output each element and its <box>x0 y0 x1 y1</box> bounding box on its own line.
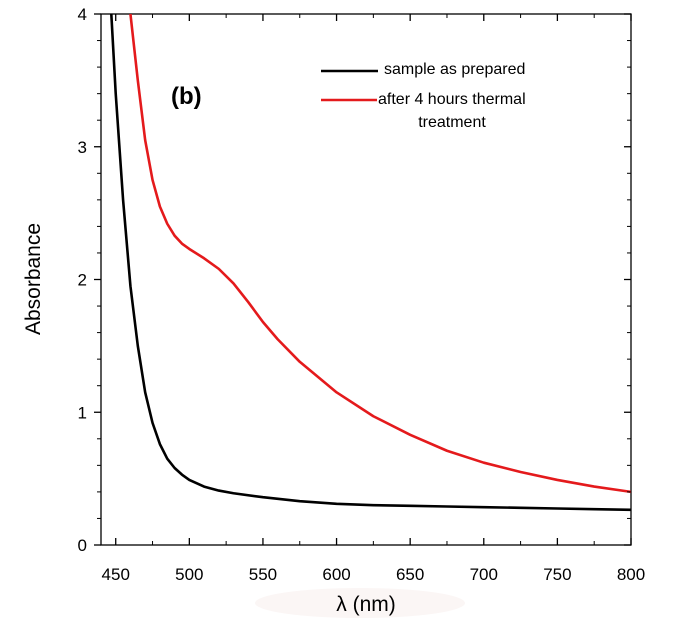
panel-label: (b) <box>171 83 202 110</box>
x-tick-label-500: 500 <box>175 565 203 584</box>
x-tick-label-650: 650 <box>396 565 424 584</box>
y-tick-label-2: 2 <box>78 271 87 290</box>
x-tick-label-600: 600 <box>322 565 350 584</box>
y-axis-title: Absorbance <box>22 223 45 335</box>
series-line-sample-as-prepared <box>110 14 631 512</box>
y-tick-label-4: 4 <box>78 5 87 24</box>
x-tick-label-800: 800 <box>617 565 645 584</box>
x-tick-label-700: 700 <box>470 565 498 584</box>
legend-label-sample-as-prepared: sample as prepared <box>384 61 525 78</box>
watermark-smudge <box>255 588 465 618</box>
x-tick-label-750: 750 <box>543 565 571 584</box>
x-axis-title: λ (nm) <box>336 593 396 616</box>
x-tick-label-450: 450 <box>102 565 130 584</box>
y-tick-label-3: 3 <box>78 138 87 157</box>
legend-label-after-thermal-treatment: after 4 hours thermal treatment <box>378 91 530 131</box>
y-tick-label-1: 1 <box>78 403 87 422</box>
y-tick-label-0: 0 <box>78 536 87 555</box>
legend: sample as prepared after 4 hours thermal… <box>321 61 530 131</box>
x-tick-label-550: 550 <box>249 565 277 584</box>
series-line-after-thermal-treatment <box>129 14 631 494</box>
